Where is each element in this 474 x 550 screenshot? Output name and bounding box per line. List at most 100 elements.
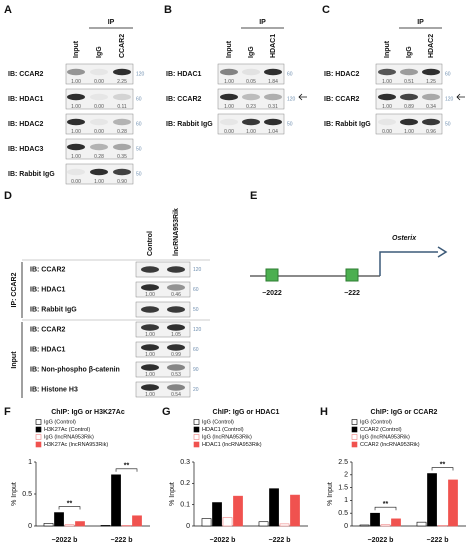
band-arrow [456, 93, 465, 101]
blot-box [217, 63, 285, 85]
bar [64, 524, 75, 527]
y-tick-label: 0 [344, 523, 348, 530]
quant-label: 1.00 [145, 352, 155, 358]
quant-label: 1.00 [404, 129, 414, 135]
y-tick-label: 2 [344, 472, 348, 479]
band [167, 384, 185, 391]
y-tick-label: 0.1 [180, 502, 190, 509]
ip-label: IP [417, 19, 424, 26]
quant-label: 1.00 [145, 292, 155, 298]
legend-label: H3K27Ac (lncRNA953Rik) [44, 442, 108, 448]
bar [416, 521, 427, 527]
band [378, 118, 396, 126]
mw-label: 120 [193, 327, 202, 333]
legend-label: IgG (Control) [202, 419, 234, 425]
legend-swatch [351, 419, 358, 425]
blot-box [217, 88, 285, 110]
y-axis-label: % Input [327, 482, 334, 506]
row-label: IB: Rabbit IgG [166, 121, 213, 128]
blot-box [375, 63, 443, 85]
panel-letter: G [162, 406, 171, 418]
legend-label: IgG (lncRNA953Rik) [202, 434, 252, 440]
significance-label: ** [124, 463, 130, 470]
band [167, 284, 185, 291]
group-label: IP: CCAR2 [11, 272, 18, 307]
y-axis-label: % Input [11, 482, 18, 506]
significance-label: ** [383, 501, 389, 508]
lane-label: Input [226, 40, 233, 58]
band [141, 266, 159, 273]
band [264, 68, 282, 76]
chart-title: ChIP: IgG or HDAC1 [213, 409, 280, 416]
legend-swatch [351, 434, 358, 440]
band [113, 93, 131, 101]
band [90, 143, 108, 151]
band [167, 266, 185, 273]
y-tick-label: 0 [28, 523, 32, 530]
legend-label: IgG (lncRNA953Rik) [360, 434, 410, 440]
quant-label: 1.00 [224, 79, 234, 85]
legend-label: H3K27Ac (Control) [44, 427, 90, 433]
bar [258, 521, 269, 527]
row-label: IB: HDAC1 [8, 96, 43, 103]
row-label: IB: Non-phospho β-catenin [30, 366, 120, 373]
legend-swatch [193, 419, 200, 425]
band [242, 118, 260, 126]
legend-label: IgG (Control) [360, 419, 392, 425]
quant-label: 0.00 [224, 129, 234, 135]
significance-label: ** [67, 500, 73, 507]
quant-label: 0.51 [404, 79, 414, 85]
panel-letter: A [4, 4, 12, 16]
mw-label: 50 [287, 121, 293, 127]
significance-bracket [374, 506, 397, 511]
quant-label: 1.04 [268, 129, 278, 135]
lane-label: HDAC2 [428, 34, 435, 58]
bar [269, 488, 279, 527]
band [422, 118, 440, 126]
legend-label: HDAC1 (Control) [202, 427, 244, 433]
ip-label: IP [259, 19, 266, 26]
quant-label: 0.34 [426, 104, 436, 110]
bar [290, 494, 300, 527]
blot-box [65, 88, 134, 110]
site-box [345, 268, 359, 282]
mw-label: 20 [193, 387, 199, 393]
band [220, 93, 238, 101]
bar [359, 524, 370, 527]
quant-label: 1.00 [382, 104, 392, 110]
quant-label: 1.25 [426, 79, 436, 85]
mw-label: 120 [287, 96, 296, 102]
mw-label: 120 [445, 96, 454, 102]
x-tick-label: −2022 b [210, 537, 236, 544]
quant-label: 0.90 [117, 179, 127, 185]
y-tick-label: 0 [186, 523, 190, 530]
legend-swatch [35, 441, 42, 448]
bar [100, 525, 111, 527]
mw-label: 60 [287, 71, 293, 77]
band [242, 68, 260, 76]
panel-letter: H [320, 406, 328, 418]
quant-label: 1.00 [145, 332, 155, 338]
band [67, 93, 85, 101]
mw-label: 90 [193, 367, 199, 373]
ip-label: IP [108, 19, 115, 26]
x-tick-label: −2022 b [52, 537, 78, 544]
band [141, 344, 159, 351]
lane-label: HDAC1 [270, 34, 277, 58]
legend-swatch [193, 434, 200, 440]
lane-label: CCAR2 [119, 34, 126, 58]
blot-box [135, 261, 191, 278]
quant-label: 0.46 [171, 292, 181, 298]
band [264, 118, 282, 126]
mw-label: 60 [193, 287, 199, 293]
quant-label: 0.00 [94, 104, 104, 110]
quant-label: 0.28 [94, 154, 104, 160]
row-label: IB: HDAC2 [324, 71, 359, 78]
band [242, 93, 260, 101]
lane-label: Control [147, 231, 154, 256]
band [422, 68, 440, 76]
bar [427, 473, 437, 527]
lane-label: IgG [406, 46, 413, 58]
band [378, 93, 396, 101]
